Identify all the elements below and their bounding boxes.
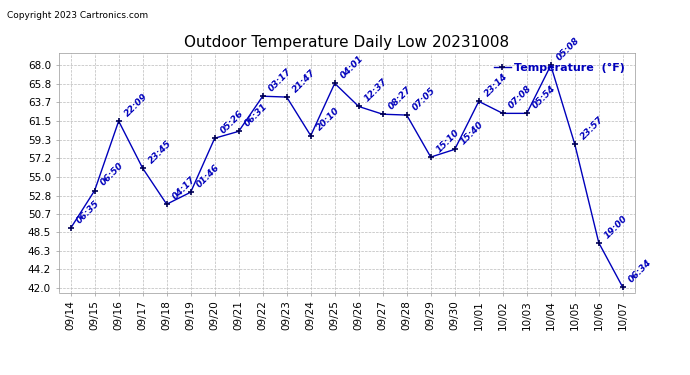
Text: 06:35: 06:35 xyxy=(75,199,101,225)
Temperature  (°F) xyxy=(115,119,123,123)
Temperature  (°F) xyxy=(90,188,99,193)
Temperature  (°F) xyxy=(451,147,459,152)
Temperature  (°F) xyxy=(186,190,195,195)
Text: 15:10: 15:10 xyxy=(435,128,462,154)
Temperature  (°F) xyxy=(595,240,603,245)
Text: 12:37: 12:37 xyxy=(363,77,389,104)
Text: 05:26: 05:26 xyxy=(219,109,246,135)
Temperature  (°F) xyxy=(571,142,579,147)
Text: 08:27: 08:27 xyxy=(387,85,413,111)
Temperature  (°F) xyxy=(306,134,315,138)
Temperature  (°F) xyxy=(355,104,363,109)
Temperature  (°F) xyxy=(522,111,531,116)
Temperature  (°F) xyxy=(235,129,243,134)
Text: 19:00: 19:00 xyxy=(603,213,629,240)
Text: 06:50: 06:50 xyxy=(99,161,126,188)
Text: 01:46: 01:46 xyxy=(195,163,221,189)
Text: Copyright 2023 Cartronics.com: Copyright 2023 Cartronics.com xyxy=(7,11,148,20)
Temperature  (°F) xyxy=(331,81,339,86)
Temperature  (°F) xyxy=(426,155,435,159)
Temperature  (°F) xyxy=(210,136,219,141)
Text: 05:54: 05:54 xyxy=(531,84,558,111)
Temperature  (°F) xyxy=(499,111,507,116)
Temperature  (°F) xyxy=(619,285,627,290)
Temperature  (°F) xyxy=(139,166,147,171)
Legend: Temperature  (°F): Temperature (°F) xyxy=(489,58,629,77)
Text: 23:45: 23:45 xyxy=(147,139,173,165)
Text: 23:57: 23:57 xyxy=(579,115,606,141)
Temperature  (°F) xyxy=(283,95,291,99)
Text: 21:47: 21:47 xyxy=(291,68,317,94)
Temperature  (°F) xyxy=(163,202,171,207)
Temperature  (°F) xyxy=(475,99,483,104)
Text: 04:01: 04:01 xyxy=(339,54,366,81)
Text: 07:05: 07:05 xyxy=(411,86,437,112)
Text: 04:17: 04:17 xyxy=(171,175,197,201)
Text: 22:09: 22:09 xyxy=(123,92,150,118)
Temperature  (°F) xyxy=(402,113,411,117)
Line: Temperature  (°F): Temperature (°F) xyxy=(67,62,627,291)
Text: 05:08: 05:08 xyxy=(555,36,582,63)
Text: 23:14: 23:14 xyxy=(483,72,509,99)
Temperature  (°F) xyxy=(379,112,387,117)
Text: 06:34: 06:34 xyxy=(627,258,653,285)
Text: 20:10: 20:10 xyxy=(315,106,342,133)
Temperature  (°F) xyxy=(66,226,75,231)
Temperature  (°F) xyxy=(259,94,267,99)
Text: 07:08: 07:08 xyxy=(507,84,533,111)
Title: Outdoor Temperature Daily Low 20231008: Outdoor Temperature Daily Low 20231008 xyxy=(184,35,509,50)
Text: 06:31: 06:31 xyxy=(243,102,270,129)
Text: 03:17: 03:17 xyxy=(267,67,293,93)
Text: 15:40: 15:40 xyxy=(459,120,486,147)
Temperature  (°F) xyxy=(546,63,555,68)
